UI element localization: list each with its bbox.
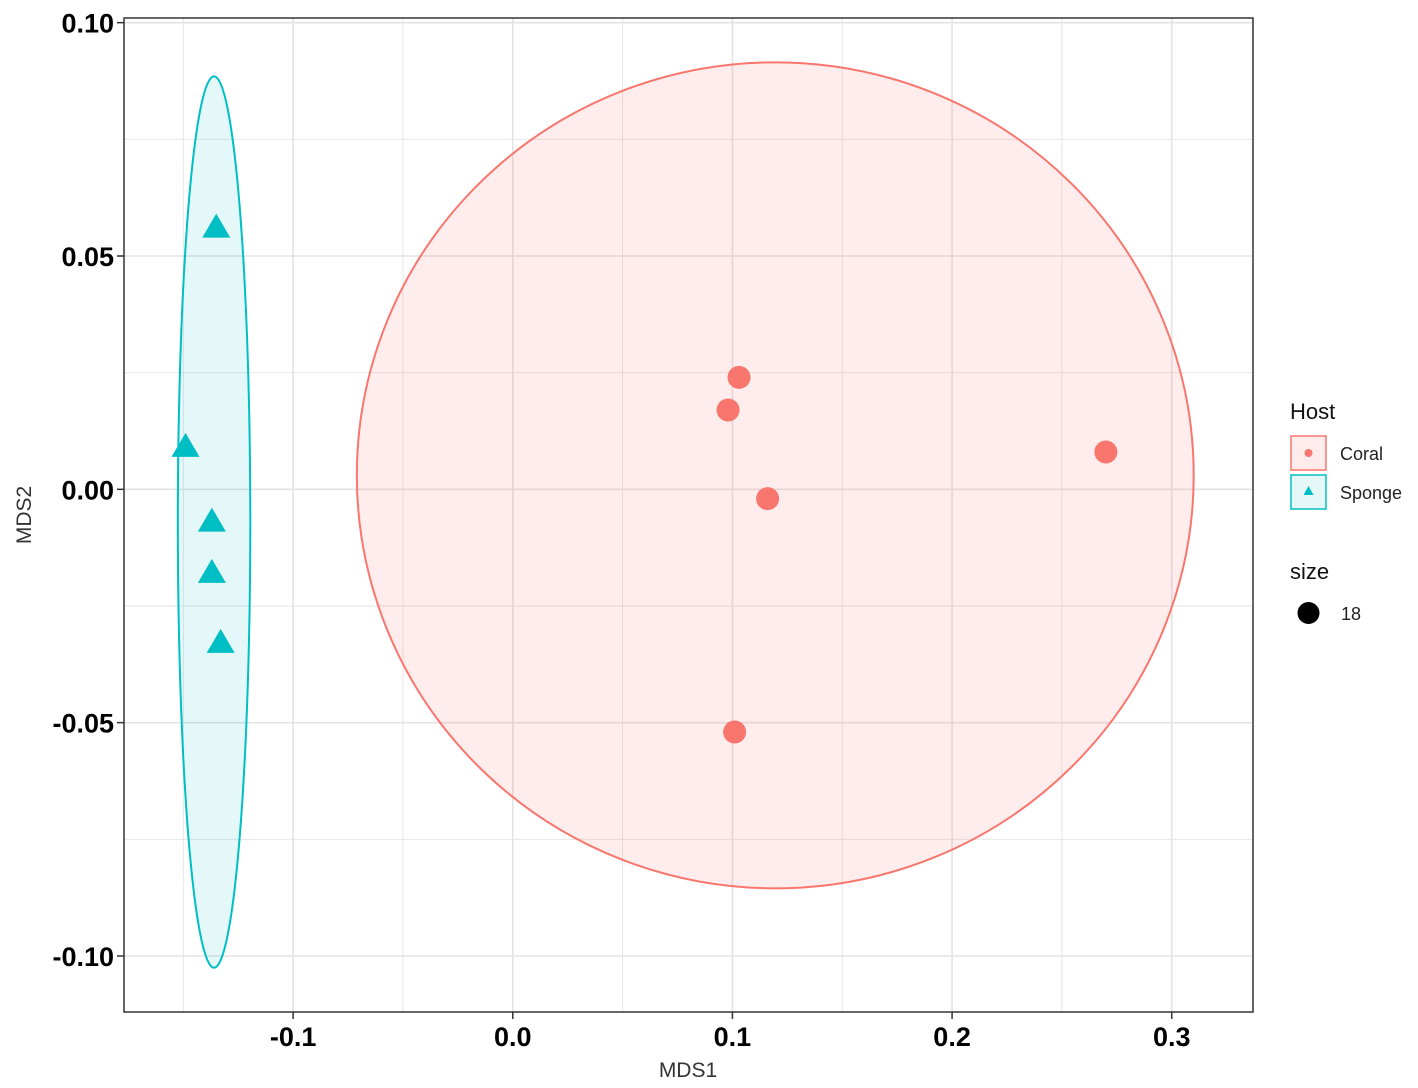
point-coral <box>723 720 747 744</box>
legend-size-label: 18 <box>1341 604 1361 624</box>
legend-host-title: Host <box>1290 399 1335 424</box>
confidence-ellipses <box>176 61 1195 969</box>
y-axis-title: MDS2 <box>13 486 36 544</box>
y-tick-label: 0.00 <box>61 475 114 505</box>
x-axis-title: MDS1 <box>659 1059 717 1082</box>
legend-coral-marker <box>1304 449 1313 457</box>
legend: Host Coral Sponge size 18 <box>1290 399 1402 624</box>
y-tick-label: 0.05 <box>61 242 114 272</box>
legend-sponge-label: Sponge <box>1340 483 1402 503</box>
y-tick-label: -0.10 <box>52 942 114 972</box>
point-sponge <box>171 432 200 457</box>
x-tick-label: 0.1 <box>714 1022 752 1052</box>
ellipse-coral <box>355 61 1195 890</box>
legend-coral-label: Coral <box>1340 444 1383 464</box>
point-sponge <box>197 507 226 532</box>
x-tick-label: 0.2 <box>933 1022 971 1052</box>
x-tick-label: -0.1 <box>270 1022 317 1052</box>
axes: -0.1 0.0 0.1 0.2 0.3 -0.10 -0.05 0.00 0.05 0.10 <box>52 9 1190 1052</box>
point-coral <box>1094 440 1118 464</box>
point-sponge <box>197 558 226 583</box>
point-coral <box>716 398 740 422</box>
legend-sponge-marker <box>1303 486 1314 495</box>
point-coral <box>756 487 780 511</box>
plot-panel-border <box>123 17 1254 1013</box>
x-tick-label: 0.3 <box>1153 1022 1191 1052</box>
point-sponge <box>202 213 231 238</box>
legend-size-title: size <box>1290 559 1329 584</box>
point-coral <box>727 365 751 389</box>
y-tick-label: 0.10 <box>61 9 114 39</box>
legend-size-marker <box>1297 602 1320 624</box>
y-tick-label: -0.05 <box>52 709 114 739</box>
x-tick-label: 0.0 <box>494 1022 532 1052</box>
data-points <box>171 213 1118 744</box>
grid-lines <box>124 18 1253 1012</box>
point-sponge <box>206 628 235 653</box>
